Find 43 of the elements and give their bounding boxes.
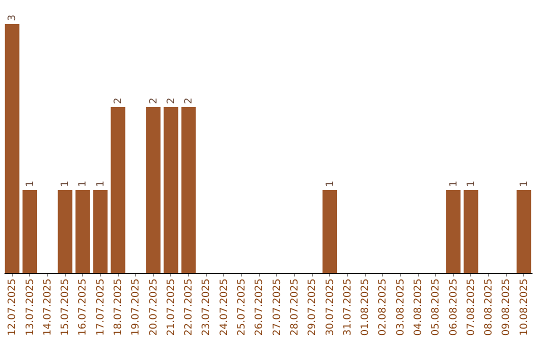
x-tick-label: 20.07.2025 (148, 278, 160, 336)
x-tick-label: 31.07.2025 (342, 278, 354, 336)
x-tick-label: 21.07.2025 (166, 278, 177, 336)
x-tick-label: 05.08.2025 (430, 278, 442, 336)
x-tick-label: 28.07.2025 (289, 278, 300, 336)
x-tick-label: 24.07.2025 (218, 278, 230, 336)
x-tick-label: 17.07.2025 (95, 278, 106, 336)
data-label: 1 (448, 180, 460, 187)
data-label: 1 (95, 180, 106, 187)
x-tick-label: 08.08.2025 (484, 278, 495, 336)
x-tick-label: 12.07.2025 (7, 278, 18, 336)
data-label: 2 (184, 98, 195, 104)
x-tick-label: 09.08.2025 (501, 278, 512, 336)
data-label: 2 (148, 98, 160, 104)
data-label: 1 (518, 180, 530, 187)
data-label: 1 (466, 180, 477, 187)
x-tick-label: 14.07.2025 (42, 278, 54, 336)
x-tick-label: 22.07.2025 (184, 278, 195, 336)
x-tick-label: 27.07.2025 (272, 278, 283, 336)
x-tick-label: 23.07.2025 (201, 278, 212, 336)
x-tick-label: 25.07.2025 (236, 278, 248, 336)
data-label: 1 (60, 180, 72, 187)
data-label: 3 (7, 14, 18, 21)
x-tick-label: 04.08.2025 (413, 278, 424, 336)
x-tick-label: 18.07.2025 (113, 278, 124, 336)
x-tick-label: 10.08.2025 (518, 278, 530, 336)
data-label: 1 (324, 180, 336, 187)
x-tick-label: 01.08.2025 (360, 278, 372, 336)
x-tick-label: 15.07.2025 (60, 278, 72, 336)
data-label: 1 (24, 180, 36, 187)
data-label: 2 (166, 98, 177, 104)
x-tick-label: 02.08.2025 (378, 278, 389, 336)
x-tick-label: 03.08.2025 (395, 278, 406, 336)
x-tick-label: 29.07.2025 (307, 278, 318, 336)
x-tick-label: 26.07.2025 (254, 278, 266, 336)
x-tick-label: 19.07.2025 (130, 278, 142, 336)
x-tick-label: 13.07.2025 (24, 278, 36, 336)
data-label: 2 (113, 98, 124, 104)
data-label: 1 (78, 180, 89, 187)
x-tick-label: 07.08.2025 (466, 278, 477, 336)
x-tick-label: 16.07.2025 (78, 278, 89, 336)
x-tick-label: 06.08.2025 (448, 278, 460, 336)
x-tick-label: 30.07.2025 (324, 278, 336, 336)
